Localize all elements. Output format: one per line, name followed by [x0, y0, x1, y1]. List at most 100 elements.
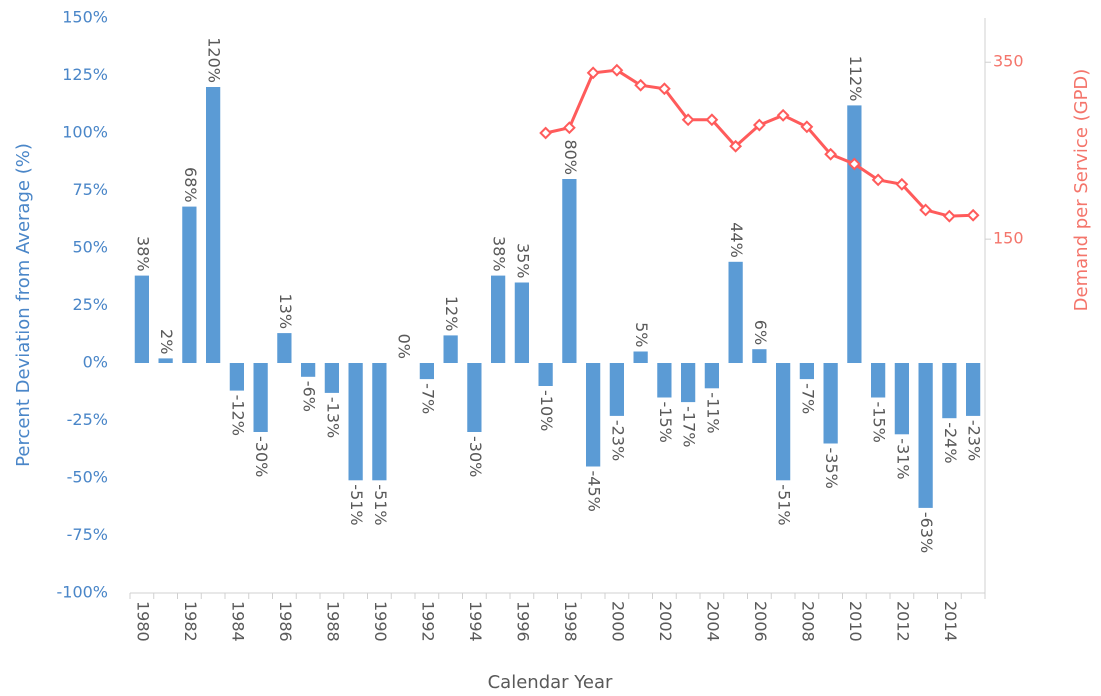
bar [538, 363, 553, 386]
bar [799, 363, 814, 380]
data-label: -12% [228, 395, 247, 436]
bar [966, 363, 981, 416]
line-marker [705, 113, 719, 127]
x-tick-label: 1990 [371, 601, 390, 642]
bar [467, 363, 482, 432]
x-tick-label: 2014 [941, 601, 960, 642]
y-axis-title: Percent Deviation from Average (%) [13, 143, 34, 467]
bar [514, 282, 529, 363]
data-label: 5% [632, 322, 651, 347]
x-tick-label: 2004 [703, 601, 722, 642]
data-label: -30% [252, 436, 271, 477]
x-tick-label: 1980 [133, 601, 152, 642]
y2-tick-label: 150 [993, 229, 1024, 248]
bar [942, 363, 957, 419]
line-marker [824, 147, 838, 161]
data-label: -7% [798, 383, 817, 414]
line-marker [871, 173, 885, 187]
data-label: -35% [822, 448, 841, 489]
bar [681, 363, 696, 403]
line-marker [752, 118, 766, 132]
x-tick-label: 2006 [751, 601, 770, 642]
data-label: -51% [371, 484, 390, 525]
bar [491, 275, 506, 363]
bar [657, 363, 672, 398]
data-label: 44% [727, 222, 746, 258]
data-label: 80% [561, 139, 580, 175]
bar [894, 363, 909, 435]
data-label: 120% [205, 37, 224, 83]
data-label: -23% [965, 420, 984, 461]
y2-tick-label: 350 [993, 52, 1024, 71]
y-tick-label: 0% [83, 353, 108, 372]
data-label: -23% [608, 420, 627, 461]
bar [348, 363, 363, 481]
x-tick-label: 1986 [276, 601, 295, 642]
data-label: -24% [941, 422, 960, 463]
data-label: 6% [751, 320, 770, 345]
data-label: -51% [347, 484, 366, 525]
bar [728, 261, 743, 363]
y-tick-label: -50% [67, 468, 108, 487]
y-tick-label: 125% [62, 65, 108, 84]
data-label: -11% [703, 392, 722, 433]
data-label: 38% [133, 236, 152, 272]
y-tick-label: 75% [72, 180, 108, 199]
bar [562, 179, 577, 363]
bar [633, 351, 648, 363]
x-tick-label: 1992 [418, 601, 437, 642]
data-label: -31% [893, 438, 912, 479]
data-label: 112% [846, 56, 865, 102]
x-tick-label: 2008 [798, 601, 817, 642]
data-label: -51% [775, 484, 794, 525]
line-marker [657, 82, 671, 96]
data-label: 38% [490, 236, 509, 272]
bar [134, 275, 149, 363]
data-label: -45% [585, 471, 604, 512]
line-marker [942, 209, 956, 223]
bar [823, 363, 838, 444]
line-marker [562, 121, 576, 135]
x-tick-label: 1994 [466, 601, 485, 642]
bar [182, 206, 197, 363]
data-label: 35% [513, 243, 532, 279]
data-label: -6% [300, 381, 319, 412]
y-tick-label: -25% [67, 410, 108, 429]
data-label: 2% [157, 329, 176, 354]
x-axis-title: Calendar Year [488, 672, 613, 693]
data-label: -13% [323, 397, 342, 438]
data-label: 12% [442, 296, 461, 332]
bar [206, 87, 221, 363]
data-label: 0% [395, 334, 414, 359]
data-label: -63% [917, 512, 936, 553]
line-marker [800, 120, 814, 134]
x-tick-label: 1982 [181, 601, 200, 642]
x-tick-label: 2012 [893, 601, 912, 642]
data-label: -17% [680, 406, 699, 447]
bar [419, 363, 434, 380]
bar [158, 358, 173, 363]
bar [847, 105, 862, 364]
line-marker [729, 139, 743, 153]
bar [277, 333, 292, 363]
bar [443, 335, 458, 363]
y-tick-label: 25% [72, 295, 108, 314]
bar [253, 363, 268, 432]
data-label: -15% [870, 402, 889, 443]
bar [752, 349, 767, 363]
bar [229, 363, 244, 391]
line-marker [634, 78, 648, 92]
data-label: 13% [276, 294, 295, 330]
y-tick-label: -75% [67, 525, 108, 544]
x-tick-label: 1988 [323, 601, 342, 642]
bar [324, 363, 339, 393]
data-label: 68% [181, 167, 200, 203]
data-label: -7% [418, 383, 437, 414]
line-marker [586, 66, 600, 80]
line-marker [539, 126, 553, 140]
y-tick-label: 50% [72, 238, 108, 257]
data-label: -10% [537, 390, 556, 431]
line-marker [610, 63, 624, 77]
line-marker [919, 203, 933, 217]
line [545, 68, 974, 218]
